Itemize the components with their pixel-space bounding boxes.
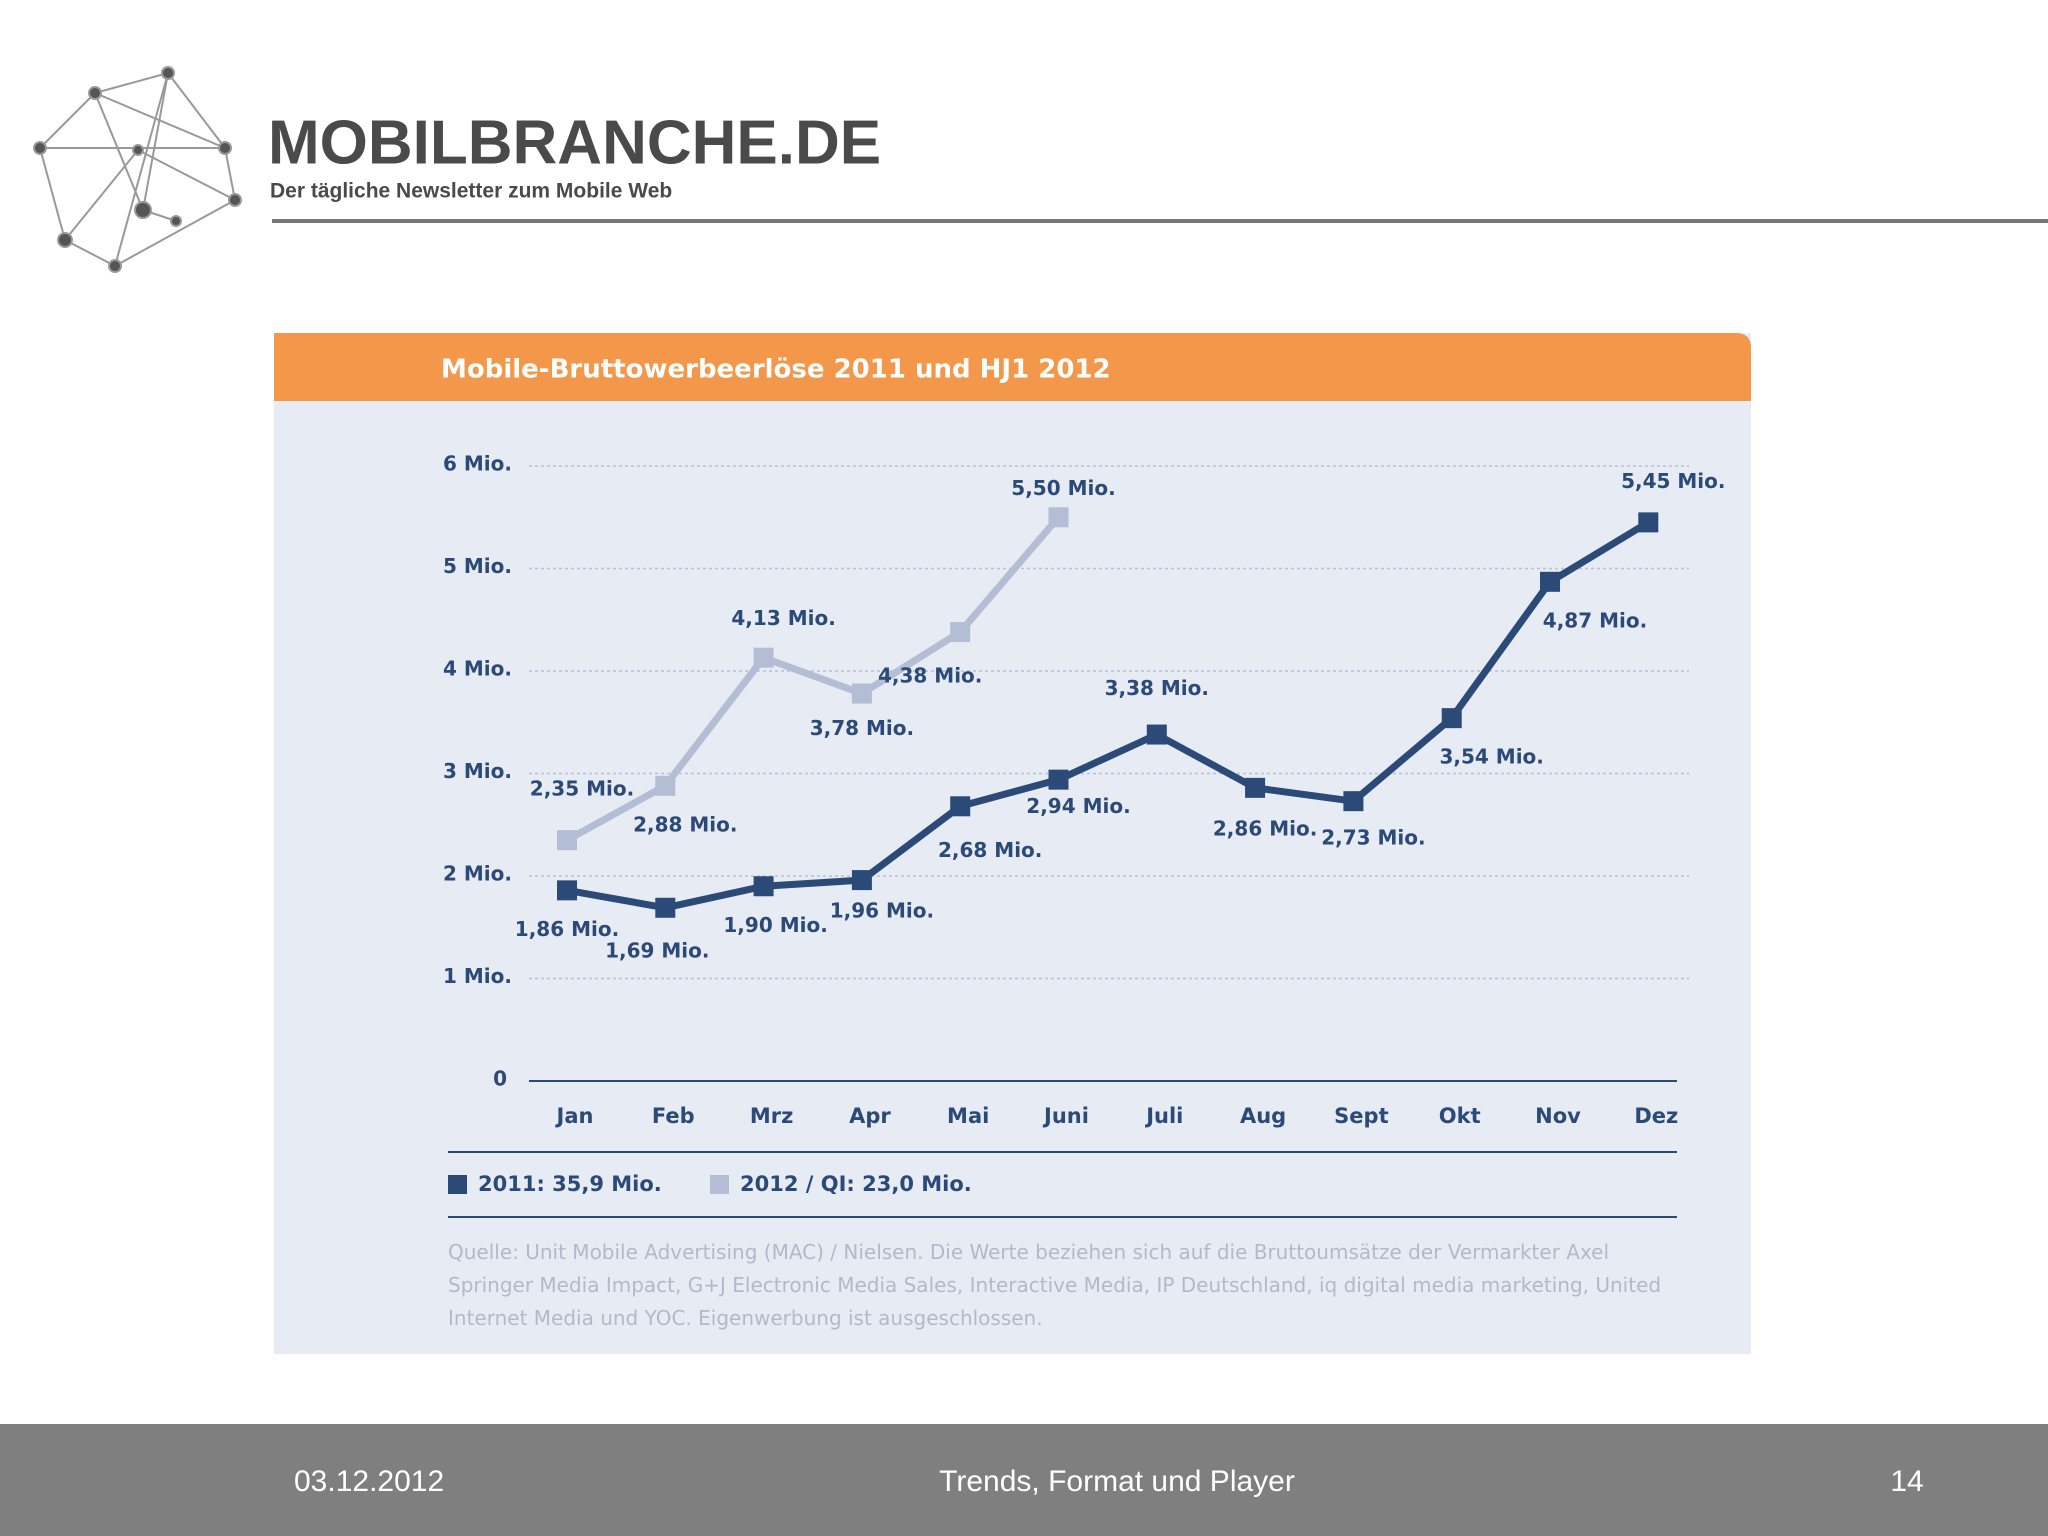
data-label: 2,86 Mio. (1213, 816, 1317, 840)
x-tick-label: Apr (849, 1104, 891, 1128)
data-point (1245, 777, 1266, 798)
chart-panel (274, 333, 1751, 1354)
data-point (1146, 724, 1167, 745)
footer: 03.12.2012 Trends, Format und Player 14 (0, 1424, 2048, 1536)
data-point (1638, 512, 1659, 533)
x-tick-label: Nov (1535, 1104, 1581, 1128)
x-tick-label: Sept (1334, 1104, 1388, 1128)
data-label: 1,96 Mio. (830, 899, 934, 923)
data-point (557, 830, 577, 851)
data-label: 4,13 Mio. (731, 606, 835, 630)
data-point (1048, 507, 1069, 528)
data-label: 2,68 Mio. (938, 838, 1042, 862)
series-line (566, 519, 1651, 912)
footer-date: 03.12.2012 (294, 1465, 445, 1498)
series-line (565, 514, 1062, 844)
x-tick-label: Mai (947, 1104, 989, 1128)
data-label: 3,54 Mio. (1439, 745, 1543, 769)
y-tick-label: 5 Mio. (443, 554, 512, 578)
x-tick-label: Okt (1439, 1104, 1481, 1128)
y-tick-label: 4 Mio. (443, 657, 512, 681)
data-label: 2,73 Mio. (1321, 826, 1425, 850)
x-tick-label: Juni (1042, 1104, 1089, 1128)
y-tick-label: 6 Mio. (443, 452, 512, 476)
y-tick-label: 0 (493, 1067, 507, 1091)
data-label: 3,38 Mio. (1105, 676, 1209, 700)
data-point (1343, 791, 1364, 812)
data-point (1441, 708, 1462, 729)
footer-title: Trends, Format und Player (939, 1465, 1295, 1498)
data-label: 1,90 Mio. (723, 913, 827, 937)
x-tick-label: Dez (1634, 1104, 1678, 1128)
legend-swatch (448, 1175, 467, 1194)
data-point (950, 622, 971, 643)
header-title: MOBILBRANCHE.DE (268, 108, 881, 177)
legend-swatch (710, 1175, 729, 1194)
legend-label: 2012 / QI: 23,0 Mio. (740, 1172, 972, 1196)
data-point (1540, 571, 1560, 592)
x-tick-label: Juli (1144, 1104, 1183, 1128)
chart-title: Mobile-Bruttowerbeerlöse 2011 und HJ1 20… (441, 355, 1111, 385)
y-tick-label: 3 Mio. (443, 759, 512, 783)
header-subtitle: Der tägliche Newsletter zum Mobile Web (270, 180, 672, 203)
data-point (655, 775, 676, 796)
x-tick-label: Jan (555, 1104, 594, 1128)
data-label: 3,78 Mio. (810, 716, 914, 740)
x-tick-label: Feb (652, 1104, 695, 1128)
data-point (851, 683, 872, 704)
y-tick-label: 1 Mio. (443, 964, 512, 988)
data-label: 5,45 Mio. (1621, 469, 1725, 493)
data-point (950, 796, 971, 817)
data-label: 4,38 Mio. (878, 664, 982, 688)
logo-icon (33, 66, 242, 273)
data-label: 2,35 Mio. (530, 777, 634, 801)
data-label: 5,50 Mio. (1011, 476, 1115, 500)
data-point (655, 897, 676, 918)
page-number: 14 (1890, 1465, 1924, 1498)
data-label: 2,88 Mio. (633, 812, 737, 836)
data-label: 2,94 Mio. (1026, 794, 1130, 818)
data-label: 1,69 Mio. (605, 938, 709, 962)
data-point (851, 870, 872, 891)
data-point (557, 880, 577, 901)
data-point (1048, 769, 1069, 790)
y-tick-label: 2 Mio. (443, 862, 512, 886)
data-label: 4,87 Mio. (1543, 608, 1647, 632)
legend-label: 2011: 35,9 Mio. (478, 1172, 662, 1196)
chart: MOBILBRANCHE.DE Der tägliche Newsletter … (33, 66, 2048, 1354)
data-point (753, 647, 774, 668)
x-tick-label: Aug (1240, 1104, 1286, 1128)
chart-title-band (274, 333, 1751, 401)
x-tick-label: Mrz (750, 1104, 793, 1128)
source-note: Quelle: Unit Mobile Advertising (MAC) / … (448, 1240, 1662, 1330)
data-label: 1,86 Mio. (515, 917, 619, 941)
data-point (753, 876, 774, 897)
